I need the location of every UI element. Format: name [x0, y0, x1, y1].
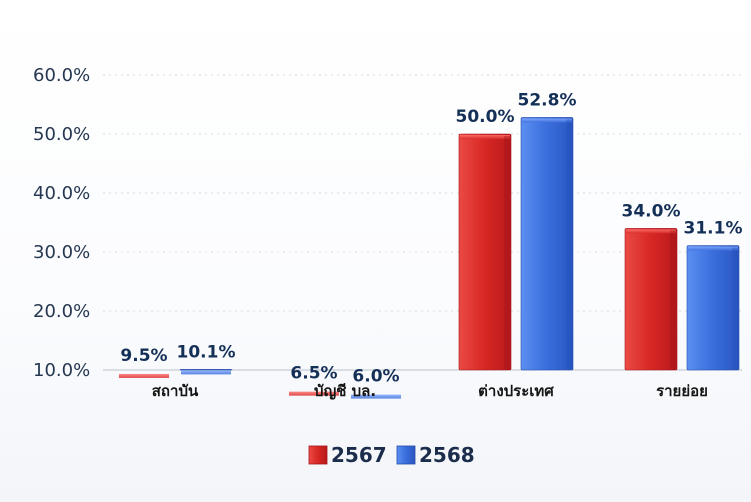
- x-category-label: สถาบัน: [152, 382, 199, 400]
- legend-swatch-2567: [308, 445, 328, 465]
- bar-2567-shadow: [670, 230, 676, 370]
- bar-2567: [624, 228, 678, 371]
- bar-2567: [458, 133, 512, 371]
- bar-2567-highlight: [460, 135, 510, 139]
- bar-2567-highlight: [289, 391, 339, 396]
- bar-2568: [686, 245, 740, 371]
- data-label: 50.0%: [456, 107, 515, 127]
- y-tick-label: 60.0%: [33, 65, 90, 86]
- bar-2568-shadow: [566, 119, 572, 370]
- data-label: 6.0%: [352, 367, 399, 387]
- bar-2568: [179, 369, 233, 371]
- legend-label-2567: 2567: [331, 443, 387, 467]
- bar-2568-highlight: [688, 246, 738, 251]
- bar-2568-shadow: [732, 247, 738, 370]
- x-category-label: ต่างประเทศ: [478, 382, 554, 400]
- y-tick-label: 20.0%: [33, 301, 90, 322]
- legend-label-2568: 2568: [419, 443, 475, 467]
- bar-2568: [520, 117, 574, 371]
- bar-2568-highlight: [522, 118, 572, 123]
- y-tick-label: 30.0%: [33, 242, 90, 263]
- labels: สถาบัน 9.5% 10.1% บัญชี บล.6.5% 6.0% ต่างประเ…: [120, 90, 742, 400]
- bar-2568-highlight: [351, 394, 401, 399]
- data-label: 9.5%: [120, 346, 167, 366]
- bar-2568-highlight: [181, 370, 231, 375]
- legend: 2567 2568: [308, 443, 475, 467]
- data-label: 10.1%: [177, 342, 236, 362]
- bar-2567-shadow: [504, 136, 510, 370]
- x-category-label: รายย่อย: [656, 382, 708, 400]
- bars: [119, 117, 740, 399]
- y-tick-label: 40.0%: [33, 183, 90, 204]
- bar-2567-highlight: [626, 229, 676, 234]
- y-tick-label: 50.0%: [33, 124, 90, 145]
- data-label: 34.0%: [622, 201, 681, 221]
- data-label: 52.8%: [518, 90, 577, 110]
- bar-2567-highlight: [119, 373, 169, 378]
- x-category-label: บัญชี บล.: [314, 382, 376, 400]
- data-label: 6.5%: [290, 364, 337, 384]
- data-label: 31.1%: [684, 219, 743, 239]
- y-tick-label: 10.0%: [33, 360, 90, 381]
- legend-swatch-2568: [396, 445, 416, 465]
